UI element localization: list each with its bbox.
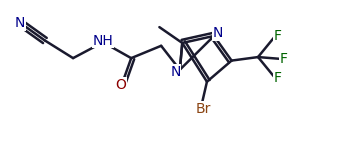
Text: NH: NH [93, 33, 113, 48]
Text: N: N [93, 33, 104, 47]
Text: Br: Br [196, 102, 211, 116]
Text: F: F [273, 29, 281, 43]
Text: O: O [115, 78, 126, 92]
Text: F: F [273, 71, 281, 85]
Text: N: N [170, 64, 181, 79]
Text: F: F [279, 52, 287, 66]
Text: H: H [98, 33, 108, 46]
Text: N: N [15, 16, 25, 30]
Text: N: N [212, 26, 223, 40]
